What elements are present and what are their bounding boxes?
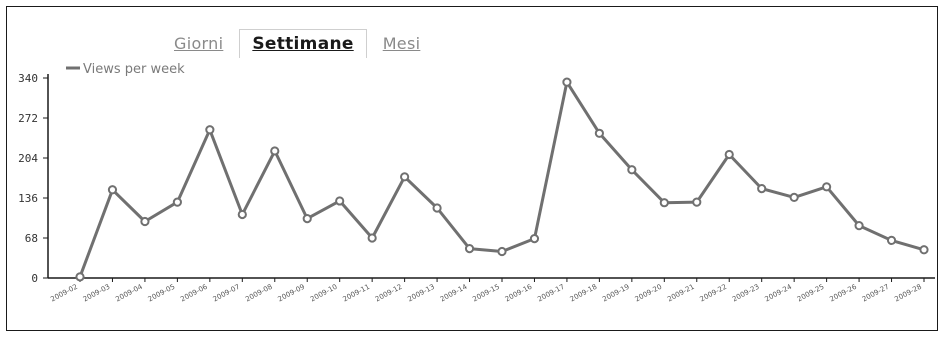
x-tick-label: 2009-08 [244,283,274,304]
data-point[interactable] [237,209,247,220]
x-tick-label: 2009-15 [471,283,501,304]
data-point[interactable] [75,272,85,282]
data-point[interactable] [724,149,734,160]
y-tick-label: 0 [31,272,38,285]
tab-settimane[interactable]: Settimane [239,28,367,58]
data-point[interactable] [302,213,312,224]
y-axis-ticks: 0 68 136 204 272 340 [18,72,48,285]
x-tick-label: 2009-21 [666,283,696,304]
x-tick-label: 2009-11 [342,283,372,304]
x-tick-label: 2009-17 [536,283,566,304]
data-point[interactable] [270,146,280,156]
x-tick-label: 2009-04 [114,282,144,303]
data-point[interactable] [562,77,572,87]
data-point[interactable] [692,197,702,207]
legend: Views per week [66,62,185,77]
x-tick-label: 2009-20 [634,283,664,304]
x-tick-label: 2009-24 [764,282,794,303]
x-tick-label: 2009-18 [569,283,599,304]
x-tick-label: 2009-23 [731,283,761,304]
x-tick-label: 2009-14 [439,282,469,303]
data-point[interactable] [335,196,345,206]
data-point[interactable] [822,182,832,192]
x-tick-label: 2009-09 [277,283,307,304]
x-tick-label: 2009-28 [893,283,923,304]
x-tick-label: 2009-16 [504,282,534,303]
data-point[interactable] [205,125,215,135]
data-point[interactable] [432,203,442,213]
x-tick-label: 2009-13 [406,283,436,304]
x-tick-label: 2009-27 [861,283,891,304]
tab-mesi[interactable]: Mesi [382,33,421,53]
axes [47,74,935,279]
y-tick-label: 272 [18,112,38,125]
x-tick-label: 2009-22 [699,283,729,304]
y-tick-label: 340 [18,72,38,85]
x-tick-label: 2009-12 [374,283,404,304]
data-point[interactable] [107,185,118,195]
data-point[interactable] [757,183,767,194]
x-tick-label: 2009-26 [828,282,858,303]
data-point[interactable] [627,165,637,175]
x-tick-label: 2009-07 [212,283,242,304]
data-point[interactable] [400,172,410,182]
chart-frame [6,6,938,331]
data-point[interactable] [140,216,150,227]
series-layer [75,77,929,282]
x-tick-label: 2009-05 [147,283,177,304]
y-tick-label: 136 [18,192,38,205]
x-tick-label: 2009-19 [601,283,631,304]
x-tick-label: 2009-06 [179,282,209,303]
tab-giorni[interactable]: Giorni [174,33,224,53]
period-tabs: Giorni Settimane Mesi [166,28,428,58]
data-point[interactable] [529,233,540,244]
legend-label: Views per week [83,62,185,77]
data-point[interactable] [919,245,929,255]
data-point[interactable] [594,128,604,138]
x-tick-label: 2009-25 [796,283,826,304]
x-axis-ticks: 2009-02 2009-03 2009-04 2009-05 2009-06 2009-… [49,278,925,304]
data-point[interactable] [497,246,507,257]
data-point[interactable] [886,235,897,245]
x-tick-label: 2009-03 [82,283,112,304]
data-point[interactable] [789,192,799,203]
x-tick-label: 2009-02 [49,283,79,304]
data-point[interactable] [464,243,475,254]
data-point[interactable] [854,221,864,231]
x-tick-label: 2009-10 [309,283,339,304]
y-tick-label: 68 [25,232,38,245]
y-tick-label: 204 [18,152,38,165]
data-point[interactable] [172,197,182,207]
data-point[interactable] [367,233,377,243]
data-point[interactable] [659,198,669,208]
